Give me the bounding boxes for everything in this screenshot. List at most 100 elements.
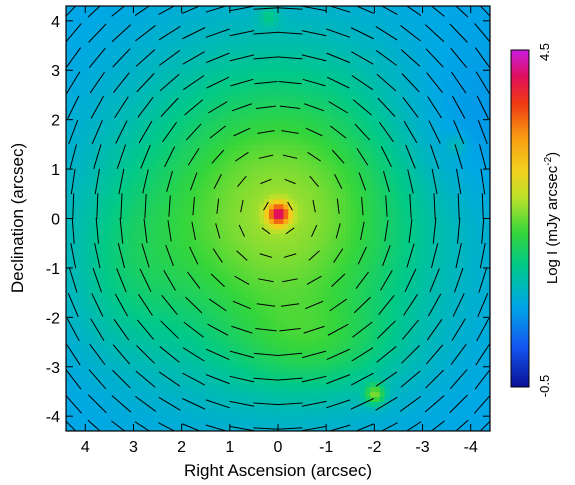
heatmap-cell — [268, 208, 274, 215]
heatmap-cell — [350, 342, 356, 348]
heatmap-cell — [292, 174, 298, 180]
heatmap-cell — [282, 94, 289, 101]
heatmap-cell — [278, 356, 284, 363]
heatmap-cell — [398, 99, 404, 106]
heatmap-cell — [359, 174, 366, 180]
heatmap-cell — [263, 416, 269, 422]
heatmap-cell — [465, 307, 472, 313]
heatmap-cell — [485, 208, 490, 215]
heatmap-cell — [229, 134, 236, 141]
heatmap-cell — [350, 90, 356, 96]
heatmap-cell — [470, 248, 477, 254]
heatmap-cell — [302, 183, 308, 190]
heatmap-cell — [292, 193, 298, 200]
heatmap-cell — [292, 277, 298, 284]
heatmap-cell — [326, 277, 332, 284]
heatmap-cell — [393, 401, 400, 407]
heatmap-cell — [297, 218, 303, 225]
heatmap-cell — [244, 272, 250, 279]
heatmap-cell — [210, 228, 216, 234]
heatmap-cell — [388, 50, 395, 57]
heatmap-cell — [306, 337, 313, 343]
heatmap-cell — [437, 421, 443, 427]
heatmap-cell — [297, 361, 303, 368]
heatmap-cell — [398, 40, 404, 47]
heatmap-cell — [244, 30, 250, 37]
heatmap-cell — [446, 228, 453, 234]
heatmap-cell — [437, 20, 443, 27]
heatmap-cell — [282, 203, 289, 210]
heatmap-cell — [302, 302, 308, 309]
heatmap-cell — [244, 208, 250, 215]
heatmap-cell — [210, 35, 216, 42]
heatmap-cell — [461, 109, 467, 116]
heatmap-cell — [340, 178, 347, 185]
heatmap-cell — [220, 6, 226, 12]
heatmap-cell — [258, 376, 265, 383]
heatmap-cell — [446, 119, 453, 126]
heatmap-cell — [234, 351, 241, 358]
heatmap-cell — [393, 35, 400, 42]
heatmap-cell — [461, 406, 467, 412]
heatmap-cell — [359, 396, 366, 402]
heatmap-cell — [340, 282, 347, 289]
heatmap-cell — [446, 317, 453, 323]
heatmap-cell — [326, 208, 332, 215]
heatmap-cell — [335, 421, 342, 427]
heatmap-cell — [470, 332, 477, 338]
heatmap-cell — [249, 401, 255, 407]
heatmap-cell — [364, 178, 371, 185]
heatmap-cell — [268, 55, 274, 61]
heatmap-cell — [263, 272, 269, 279]
heatmap-cell — [432, 109, 438, 116]
heatmap-cell — [374, 139, 380, 145]
heatmap-cell — [437, 406, 443, 412]
heatmap-cell — [369, 282, 375, 289]
heatmap-cell — [311, 262, 318, 269]
heatmap-cell — [292, 406, 298, 412]
heatmap-cell — [470, 154, 477, 160]
heatmap-cell — [306, 381, 313, 388]
heatmap-cell — [306, 297, 313, 304]
heatmap-cell — [465, 411, 472, 417]
heatmap-cell — [374, 208, 380, 215]
heatmap-cell — [379, 396, 385, 402]
heatmap-cell — [359, 124, 366, 131]
heatmap-cell — [485, 416, 490, 422]
heatmap-cell — [340, 262, 347, 269]
heatmap-cell — [297, 386, 303, 393]
heatmap-cell — [297, 401, 303, 407]
heatmap-cell — [225, 223, 231, 229]
heatmap-cell — [273, 277, 279, 284]
heatmap-cell — [316, 322, 322, 328]
heatmap-cell — [456, 164, 462, 170]
heatmap-cell — [427, 35, 433, 42]
heatmap-cell — [437, 391, 443, 398]
heatmap-cell — [287, 65, 294, 71]
heatmap-cell — [244, 356, 250, 363]
heatmap-cell — [359, 109, 366, 116]
heatmap-cell — [408, 65, 414, 71]
heatmap-cell — [437, 99, 443, 106]
heatmap-cell — [331, 391, 337, 398]
heatmap-cell — [282, 174, 289, 180]
heatmap-cell — [355, 99, 361, 106]
heatmap-cell — [475, 20, 481, 27]
heatmap-cell — [273, 366, 279, 373]
heatmap-cell — [470, 139, 477, 145]
heatmap-cell — [273, 144, 279, 150]
heatmap-cell — [306, 406, 313, 412]
heatmap-cell — [311, 99, 318, 106]
heatmap-cell — [345, 203, 351, 210]
heatmap-cell — [268, 233, 274, 239]
heatmap-cell — [451, 366, 457, 373]
heatmap-cell — [417, 159, 424, 165]
heatmap-cell — [321, 337, 327, 343]
heatmap-cell — [335, 169, 342, 175]
heatmap-cell — [331, 178, 337, 185]
heatmap-cell — [335, 188, 342, 195]
heatmap-cell — [220, 50, 226, 57]
heatmap-cell — [302, 40, 308, 47]
heatmap-cell — [210, 164, 216, 170]
heatmap-cell — [388, 213, 395, 220]
